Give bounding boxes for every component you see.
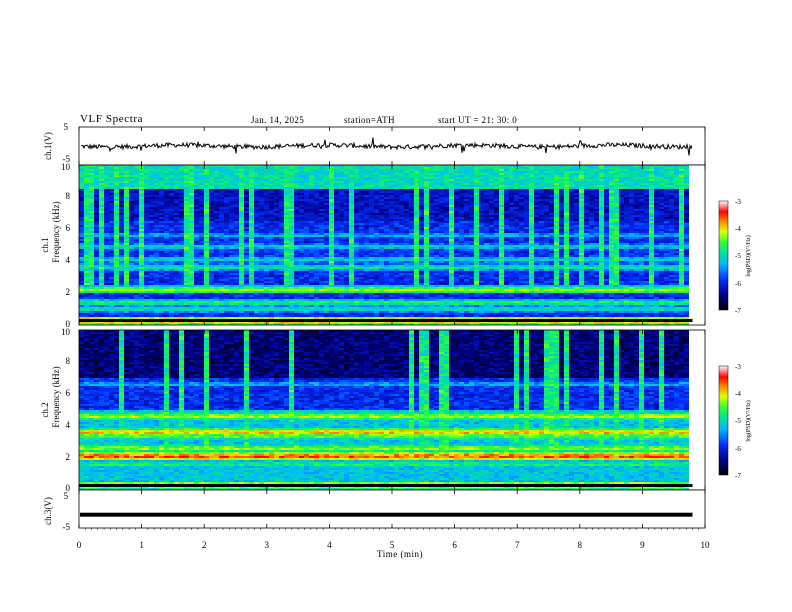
- ch1-colorbar-tick-6: -6: [735, 280, 741, 288]
- ch1-voltage-panel: 5 -5 ch.1(V): [43, 122, 706, 166]
- ch1-colorbar: -3 -4 -5 -6 -7 log(PSD)(V²/Hz): [718, 198, 752, 315]
- ch2-colorbar-tick-5: -5: [735, 417, 741, 425]
- ch2-colorbar-tick-4: -4: [735, 390, 741, 398]
- x-tick-label: 9: [640, 540, 645, 550]
- ch2-colorbar-gradient: [718, 365, 729, 476]
- ch2-colorbar-tick-3: -3: [735, 363, 741, 371]
- time-axis-label: Time (min): [377, 549, 423, 559]
- ch2-colorbar-label: log(PSD)(V²/Hz): [745, 400, 752, 441]
- ch1-ytick-8: 8: [66, 191, 71, 201]
- ch1-spectrogram-panel: 0 2 4 6 8 10 ch.1 Frequency (kHz): [40, 162, 706, 329]
- ch2-colorbar-tick-7: -7: [735, 472, 741, 480]
- x-tick-label: 8: [578, 540, 583, 550]
- x-tick-label: 6: [452, 540, 457, 550]
- ch3-ytick-bottom: -5: [63, 522, 71, 532]
- x-tick-label: 0: [77, 540, 82, 550]
- x-tick-label: 4: [327, 540, 332, 550]
- ch2-freq-label: Frequency (kHz): [51, 366, 61, 427]
- ch1-ylabel: ch.1(V): [43, 132, 53, 160]
- x-tick-label: 7: [515, 540, 520, 550]
- ch1-ytick-0: 0: [66, 319, 71, 329]
- ch1-ytick-bottom: -5: [63, 154, 71, 164]
- x-tick-label: 1: [139, 540, 144, 550]
- ch2-ytick-2: 2: [66, 452, 71, 462]
- start-ut-label: start UT = 21: 30: 0: [438, 115, 518, 125]
- date-label: Jan. 14, 2025: [251, 115, 305, 125]
- ch1-colorbar-tick-7: -7: [735, 307, 741, 315]
- ch1-colorbar-tick-4: -4: [735, 225, 741, 233]
- ch2-ytick-8: 8: [66, 356, 71, 366]
- x-tick-label: 10: [701, 540, 711, 550]
- ch1-ytick-top: 5: [64, 122, 69, 132]
- ch2-colorbar: -3 -4 -5 -6 -7 log(PSD)(V²/Hz): [718, 363, 752, 480]
- ch1-freq-label: Frequency (kHz): [51, 201, 61, 262]
- ch1-colorbar-gradient: [718, 200, 729, 311]
- ch1-colorbar-tick-5: -5: [735, 252, 741, 260]
- chart-title: VLF Spectra: [80, 113, 144, 125]
- ch3-ytick-top: 5: [64, 491, 69, 501]
- ch2-spectrogram-panel: 0 2 4 6 8 10 ch.2 Frequency (kHz): [40, 327, 706, 493]
- ch2-ytick-0: 0: [66, 483, 71, 493]
- x-tick-label: 2: [202, 540, 207, 550]
- ch3-voltage-panel: 5 -5 ch.3(V): [43, 489, 706, 532]
- station-label: station=ATH: [344, 115, 395, 125]
- x-tick-label: 5: [390, 540, 395, 550]
- ch1-ytick-2: 2: [66, 287, 71, 297]
- ch2-channel-label: ch.2: [40, 402, 50, 417]
- ch1-colorbar-tick-3: -3: [735, 198, 741, 206]
- ch1-ytick-4: 4: [66, 255, 71, 265]
- ch2-colorbar-tick-6: -6: [735, 445, 741, 453]
- ch1-channel-label: ch.1: [40, 237, 50, 252]
- ch1-colorbar-label: log(PSD)(V²/Hz): [745, 235, 752, 276]
- ch2-ytick-10: 10: [61, 327, 71, 337]
- ch1-ytick-6: 6: [66, 223, 71, 233]
- time-axis: 0 1 2 3 4 5 6 7 8 9 10: [77, 127, 710, 550]
- ch1-voltage-trace: [80, 137, 693, 156]
- ch2-ytick-6: 6: [66, 388, 71, 398]
- ch2-ytick-4: 4: [66, 420, 71, 430]
- ch3-voltage-trace: [80, 512, 693, 517]
- ch3-ylabel: ch.3(V): [43, 497, 53, 525]
- ch1-ytick-10: 10: [61, 162, 71, 172]
- x-tick-label: 3: [265, 540, 270, 550]
